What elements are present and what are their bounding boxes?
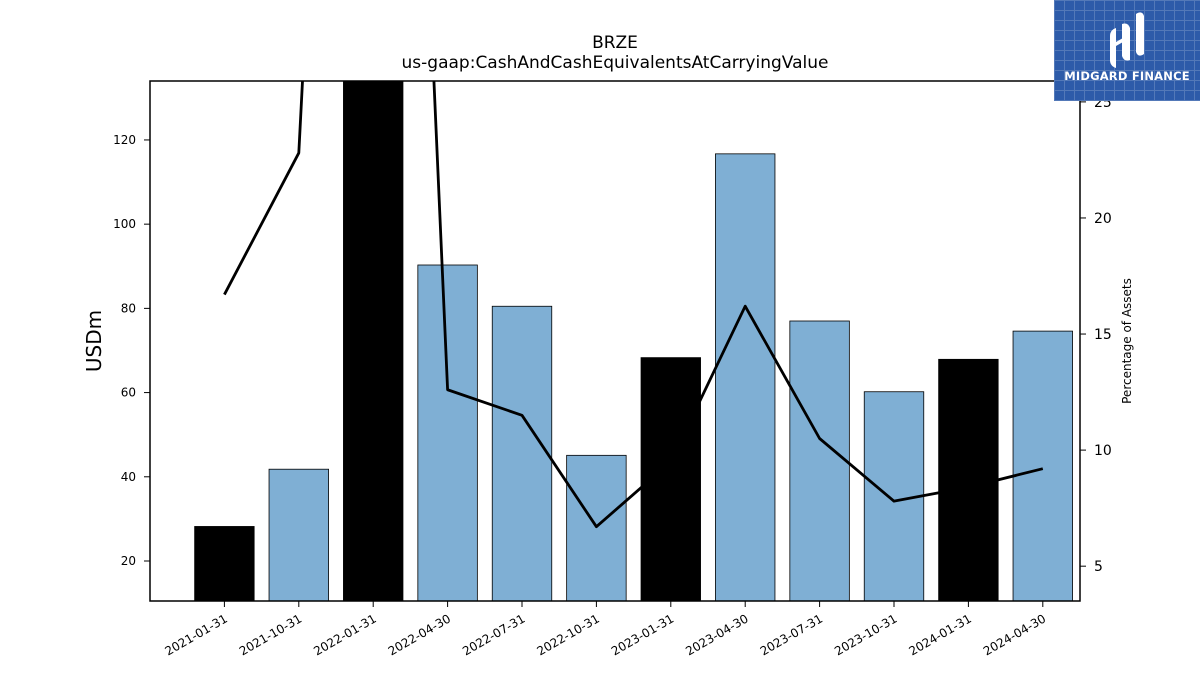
logo-text: MIDGARD FINANCE xyxy=(1064,69,1190,83)
y-right-tick-label: 15 xyxy=(1094,327,1112,343)
bar-2023-04-30 xyxy=(715,153,776,601)
x-tick-label: 2021-01-31 xyxy=(162,611,229,658)
x-tick-label: 2022-10-31 xyxy=(534,611,601,658)
x-tick-label: 2022-04-30 xyxy=(386,611,453,658)
x-tick-label: 2024-01-31 xyxy=(906,611,973,658)
y-axis-label-left: USDm xyxy=(82,310,106,372)
y-left-tick-label: 100 xyxy=(113,217,136,231)
y-left-tick-label: 40 xyxy=(121,470,136,484)
x-tick-label: 2024-04-30 xyxy=(981,611,1048,658)
chart-title: BRZE xyxy=(592,33,638,53)
percentage-line xyxy=(223,81,1044,529)
bar-2021-10-31 xyxy=(268,468,329,601)
bar-2022-04-30 xyxy=(417,264,478,601)
logo-mark-icon xyxy=(1110,12,1144,68)
y-left-tick-label: 60 xyxy=(121,386,136,400)
x-tick-label: 2023-01-31 xyxy=(609,611,676,658)
bar-series xyxy=(194,81,1073,601)
x-tick-label: 2022-07-31 xyxy=(460,611,527,658)
percentage-line-series xyxy=(223,81,1044,529)
bar-2024-04-30 xyxy=(1012,330,1073,601)
plot-frame xyxy=(149,80,1081,602)
x-tick-label: 2023-04-30 xyxy=(683,611,750,658)
bar-2024-01-31 xyxy=(938,358,999,601)
bar-2022-07-31 xyxy=(491,305,553,601)
y-right-tick-label: 10 xyxy=(1094,443,1112,459)
bar-2022-01-31 xyxy=(343,81,404,601)
y-right-tick-label: 20 xyxy=(1094,211,1112,227)
bar-2021-01-31 xyxy=(194,526,255,601)
y-axis-label-right: Percentage of Assets xyxy=(1120,278,1134,404)
chart-subtitle: us-gaap:CashAndCashEquivalentsAtCarrying… xyxy=(402,53,829,73)
y-right-tick-label: 5 xyxy=(1094,559,1103,575)
x-axis: 2021-01-31 2021-10-31 2022-01-31 2022-04-30… xyxy=(162,601,1048,658)
x-tick-label: 2022-01-31 xyxy=(311,611,378,658)
bar-2023-07-31 xyxy=(789,320,850,601)
midgard-finance-logo: MIDGARD FINANCE xyxy=(1054,0,1200,101)
y-left-tick-label: 20 xyxy=(121,554,136,568)
x-tick-label: 2023-07-31 xyxy=(758,611,825,658)
x-tick-label: 2021-10-31 xyxy=(237,611,304,658)
bar-2022-10-31 xyxy=(566,454,627,601)
left-y-axis: 20 40 60 80 100 120 xyxy=(113,133,150,568)
y-left-tick-label: 120 xyxy=(113,133,136,147)
y-left-tick-label: 80 xyxy=(121,301,136,315)
x-tick-label: 2023-10-31 xyxy=(832,611,899,658)
